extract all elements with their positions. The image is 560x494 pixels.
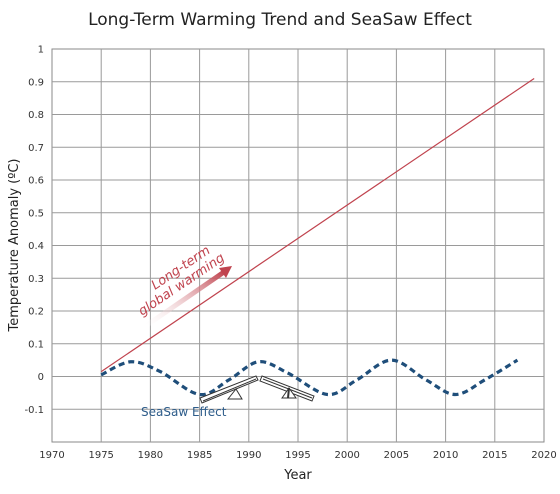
x-tick-label: 2005 bbox=[384, 450, 409, 461]
x-tick-label: 1980 bbox=[138, 450, 163, 461]
y-tick-label: 0.8 bbox=[28, 110, 44, 121]
warming-trend-line bbox=[100, 77, 535, 373]
seesaw-left-icon bbox=[199, 375, 259, 404]
x-tick-label: 1985 bbox=[187, 450, 212, 461]
seesaw-right-icon bbox=[259, 375, 315, 402]
y-tick-label: 0.6 bbox=[28, 176, 44, 187]
seasaw-dashed-line bbox=[100, 358, 519, 397]
chart-title: Long-Term Warming Trend and SeaSaw Effec… bbox=[88, 10, 472, 30]
grid-lines bbox=[51, 48, 545, 443]
x-tick-label: 1975 bbox=[88, 450, 113, 461]
x-tick-label: 2010 bbox=[433, 450, 458, 461]
y-axis-title: Temperature Anomaly (ºC) bbox=[7, 159, 22, 333]
x-tick-label: 2000 bbox=[334, 450, 359, 461]
y-tick-label: 1 bbox=[38, 45, 44, 56]
y-tick-label: 0.7 bbox=[28, 143, 44, 154]
series-lines bbox=[100, 77, 535, 397]
tick-labels: 1970 1975 1980 1985 1990 1995 2000 2005 2010 2015… bbox=[24, 45, 556, 462]
x-tick-label: 1995 bbox=[285, 450, 310, 461]
seasaw-label: SeaSaw Effect bbox=[141, 405, 227, 419]
y-tick-label: 0 bbox=[38, 372, 44, 383]
y-tick-label: -0.1 bbox=[24, 405, 44, 416]
y-tick-label: 0.5 bbox=[28, 208, 44, 219]
x-axis-title: Year bbox=[283, 468, 312, 483]
y-tick-label: 0.3 bbox=[28, 274, 44, 285]
y-tick-label: 0.4 bbox=[28, 241, 44, 252]
y-tick-label: 0.9 bbox=[28, 77, 44, 88]
x-tick-label: 1990 bbox=[236, 450, 261, 461]
x-tick-label: 2015 bbox=[482, 450, 507, 461]
y-tick-label: 0.2 bbox=[28, 307, 44, 318]
y-tick-label: 0.1 bbox=[28, 339, 44, 350]
x-tick-label: 1970 bbox=[39, 450, 64, 461]
warming-arrow bbox=[144, 266, 232, 328]
x-tick-label: 2020 bbox=[531, 450, 556, 461]
